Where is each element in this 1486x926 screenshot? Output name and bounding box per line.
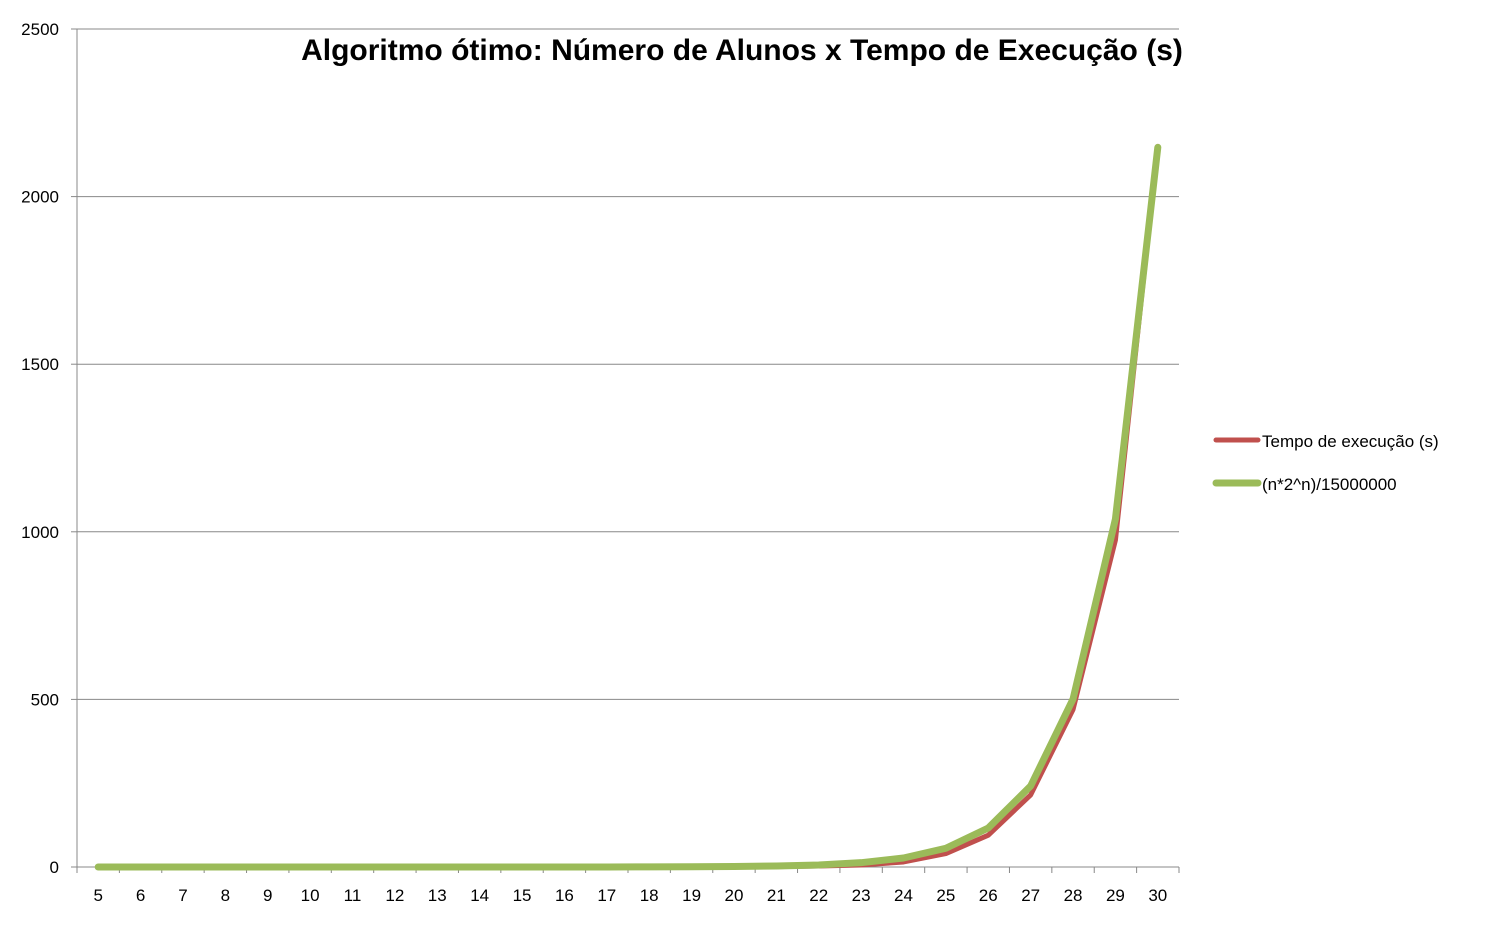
x-tick-label: 12 [385, 886, 404, 905]
legend: Tempo de execução (s) (n*2^n)/15000000 [1212, 432, 1439, 494]
y-tick-label: 500 [31, 690, 59, 709]
y-tick-label: 2000 [21, 188, 59, 207]
x-tick-label: 5 [93, 886, 102, 905]
x-tick-label: 7 [178, 886, 187, 905]
x-tick-label: 29 [1106, 886, 1125, 905]
grid-lines [77, 28, 1179, 700]
chart-title: Algoritmo ótimo: Número de Alunos x Temp… [301, 34, 1183, 67]
x-tick-label: 11 [344, 886, 362, 905]
y-tick-label: 0 [50, 858, 59, 877]
x-tick-label: 20 [725, 886, 744, 905]
series-lines [94, 143, 1162, 871]
x-tick-label: 19 [682, 886, 701, 905]
x-tick-label: 8 [221, 886, 230, 905]
x-tick-label: 15 [513, 886, 532, 905]
y-tick-label: 1500 [21, 355, 59, 374]
x-tick-label: 27 [1021, 886, 1040, 905]
x-tick-label: 30 [1148, 886, 1167, 905]
x-tick-label: 26 [979, 886, 998, 905]
legend-label-1: Tempo de execução (s) [1262, 432, 1439, 451]
x-tick-label: 6 [136, 886, 145, 905]
series-line-1 [95, 143, 1161, 870]
x-tick-label: 28 [1064, 886, 1083, 905]
x-tick-label: 18 [640, 886, 659, 905]
axes [71, 28, 1180, 873]
x-tick-label: 21 [767, 886, 786, 905]
x-tick-label: 25 [936, 886, 955, 905]
x-tick-label: 24 [894, 886, 913, 905]
x-axis-tick-labels: 5 6 7 8 9 10 11 12 13 14 15 16 17 18 19 20 21 22 23 24 25 26 2… [93, 886, 1167, 905]
x-tick-label: 23 [852, 886, 871, 905]
x-tick-label: 13 [428, 886, 447, 905]
x-tick-label: 16 [555, 886, 574, 905]
x-tick-label: 14 [470, 886, 489, 905]
y-axis-tick-labels: 0 500 1000 1500 2000 2500 [21, 20, 59, 877]
y-tick-label: 1000 [21, 523, 59, 542]
legend-label-2: (n*2^n)/15000000 [1262, 475, 1397, 494]
x-tick-label: 22 [809, 886, 828, 905]
x-tick-label: 9 [263, 886, 272, 905]
x-tick-label: 17 [597, 886, 616, 905]
series-line-2 [94, 143, 1162, 871]
y-tick-label: 2500 [21, 20, 59, 39]
x-tick-label: 10 [301, 886, 320, 905]
